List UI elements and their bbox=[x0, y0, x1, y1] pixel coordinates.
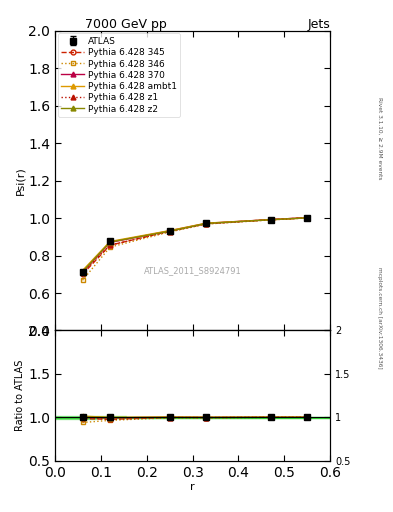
Pythia 6.428 346 bbox=[305, 215, 310, 221]
Pythia 6.428 345 bbox=[268, 217, 273, 223]
Pythia 6.428 z2 bbox=[305, 215, 310, 221]
Pythia 6.428 ambt1 bbox=[108, 239, 112, 245]
Y-axis label: Ratio to ATLAS: Ratio to ATLAS bbox=[15, 360, 26, 431]
Pythia 6.428 ambt1 bbox=[305, 215, 310, 221]
Pythia 6.428 370 bbox=[268, 217, 273, 223]
Pythia 6.428 z1 bbox=[108, 242, 112, 248]
Pythia 6.428 ambt1 bbox=[268, 217, 273, 223]
Pythia 6.428 z1 bbox=[268, 217, 273, 223]
Pythia 6.428 370 bbox=[204, 220, 209, 226]
Pythia 6.428 z1 bbox=[80, 269, 85, 275]
Pythia 6.428 346 bbox=[204, 221, 209, 227]
Pythia 6.428 z2 bbox=[108, 239, 112, 245]
Pythia 6.428 346 bbox=[80, 277, 85, 283]
Pythia 6.428 370 bbox=[80, 269, 85, 275]
Pythia 6.428 346 bbox=[268, 217, 273, 223]
Y-axis label: Psi(r): Psi(r) bbox=[15, 166, 25, 195]
Pythia 6.428 370 bbox=[108, 239, 112, 245]
Legend: ATLAS, Pythia 6.428 345, Pythia 6.428 346, Pythia 6.428 370, Pythia 6.428 ambt1,: ATLAS, Pythia 6.428 345, Pythia 6.428 34… bbox=[58, 33, 180, 117]
Pythia 6.428 z1 bbox=[167, 228, 172, 234]
Pythia 6.428 370 bbox=[167, 228, 172, 234]
Text: ATLAS_2011_S8924791: ATLAS_2011_S8924791 bbox=[144, 266, 241, 275]
Text: Rivet 3.1.10, ≥ 2.9M events: Rivet 3.1.10, ≥ 2.9M events bbox=[377, 97, 382, 180]
Pythia 6.428 346 bbox=[108, 244, 112, 250]
Pythia 6.428 z2 bbox=[268, 217, 273, 223]
Text: mcplots.cern.ch [arXiv:1306.3436]: mcplots.cern.ch [arXiv:1306.3436] bbox=[377, 267, 382, 368]
Pythia 6.428 345 bbox=[305, 215, 310, 221]
Pythia 6.428 ambt1 bbox=[204, 220, 209, 226]
Pythia 6.428 z1 bbox=[204, 221, 209, 227]
Pythia 6.428 345 bbox=[108, 242, 112, 248]
Pythia 6.428 ambt1 bbox=[80, 267, 85, 273]
Pythia 6.428 z1 bbox=[305, 215, 310, 221]
Pythia 6.428 z2 bbox=[167, 228, 172, 234]
Line: Pythia 6.428 345: Pythia 6.428 345 bbox=[80, 215, 310, 276]
Text: 7000 GeV pp: 7000 GeV pp bbox=[85, 18, 167, 31]
Line: Pythia 6.428 z2: Pythia 6.428 z2 bbox=[80, 216, 310, 274]
Pythia 6.428 345 bbox=[80, 271, 85, 278]
Pythia 6.428 z2 bbox=[204, 221, 209, 227]
Line: Pythia 6.428 ambt1: Pythia 6.428 ambt1 bbox=[80, 216, 310, 273]
Pythia 6.428 345 bbox=[167, 228, 172, 234]
Pythia 6.428 346 bbox=[167, 229, 172, 235]
Pythia 6.428 345 bbox=[204, 221, 209, 227]
Line: Pythia 6.428 346: Pythia 6.428 346 bbox=[80, 216, 310, 283]
Text: Jets: Jets bbox=[307, 18, 330, 31]
Line: Pythia 6.428 370: Pythia 6.428 370 bbox=[80, 215, 310, 275]
X-axis label: r: r bbox=[190, 482, 195, 493]
Pythia 6.428 z2 bbox=[80, 269, 85, 275]
Line: Pythia 6.428 z1: Pythia 6.428 z1 bbox=[80, 216, 310, 275]
Pythia 6.428 ambt1 bbox=[167, 227, 172, 233]
Pythia 6.428 370 bbox=[305, 215, 310, 221]
